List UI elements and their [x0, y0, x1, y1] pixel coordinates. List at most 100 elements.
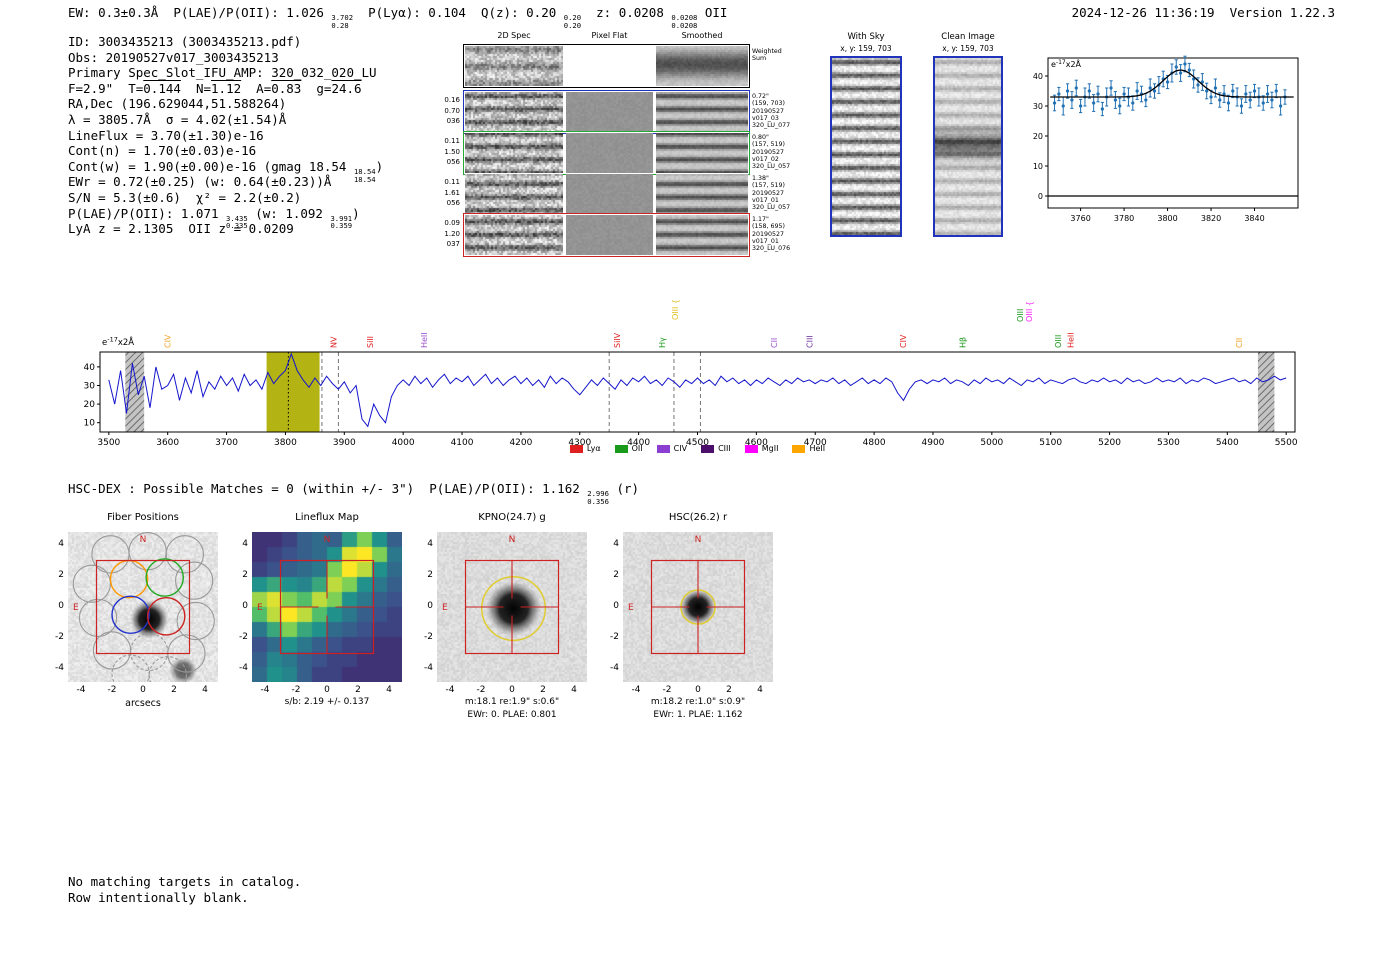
legend-item: Lyα: [569, 444, 601, 453]
panel-caption: m:18.1 re:1.9" s:0.6": [464, 697, 560, 707]
panel-y-tick-label: -2: [239, 632, 248, 642]
x-tick-label: 4500: [686, 438, 709, 448]
data-point: [1244, 92, 1248, 96]
sky-panel-border: [830, 56, 902, 237]
y-tick-label: 30: [84, 381, 96, 391]
panel-x-tick-label: -4: [260, 685, 270, 695]
emission-line-marker: NV: [330, 336, 339, 348]
2dspec-row-strip: [465, 215, 563, 255]
row-right-labels: 1.17" (158, 695) 20190527 v017_01 320_LU_076: [752, 216, 791, 253]
heatmap-panel-image: [252, 532, 402, 682]
sky-panel-coords: x, y: 159, 703: [840, 44, 892, 53]
panel-x-tick-label: 4: [571, 685, 577, 695]
row-left-labels: 0.16 0.70 036: [444, 96, 460, 125]
y-tick-label: 30: [1033, 102, 1043, 111]
x-tick-label: 4100: [451, 438, 474, 448]
full-spectrum-chart: 3500 3600 3700 3800 3900 4000 4100 4200 4300 4400…: [84, 299, 1298, 448]
data-point: [1239, 104, 1244, 108]
spectrum-line: [108, 352, 1287, 428]
text-segment: Cont(n) = 1.70(±0.03)e-16: [68, 143, 257, 159]
panel-x-tick-label: -4: [76, 685, 86, 695]
data-point: [1196, 83, 1200, 87]
north-label: N: [140, 535, 147, 545]
y-tick-label: 20: [1033, 132, 1043, 141]
text-segment: 1.12: [211, 80, 242, 96]
data-point: [1052, 101, 1057, 105]
panel-y-tick-label: 2: [242, 570, 248, 580]
data-point: [1118, 104, 1122, 108]
detection-info-block: ID: 3003435213 (3003435213.pdf) Obs: 2019…: [68, 34, 383, 237]
data-point: [1057, 92, 1061, 96]
data-point: [1231, 89, 1235, 93]
emission-line-marker: HeII: [420, 332, 429, 348]
column-header: Smoothed: [681, 31, 723, 40]
inset-y-label: e-17x2Å: [1051, 58, 1082, 69]
data-point: [1270, 98, 1274, 102]
panel-y-tick-label: 0: [427, 601, 433, 611]
sup-sub-stack: 18.54 18.54: [353, 166, 376, 184]
smoothed-row-strip: [656, 133, 748, 173]
weighted-pixelflat-blank: [563, 46, 656, 86]
x-tick-label: 3780: [1114, 214, 1134, 223]
cutout-row-border: [463, 213, 750, 257]
data-point: [1226, 101, 1231, 105]
cutout-panel-image: [437, 532, 587, 682]
legend-label: CIV: [673, 444, 688, 453]
x-tick-label: 3800: [1157, 214, 1177, 223]
panel-x-tick-label: 0: [324, 685, 330, 695]
fiber-circle: [130, 632, 169, 672]
emission-line-marker: OIII {: [1025, 301, 1034, 322]
text-segment: LineFlux = 3.70(±1.30)e-16: [68, 127, 264, 143]
info-line: Cont(n) = 1.70(±0.03)e-16: [68, 143, 383, 159]
line-fit-inset-chart: 3760 3780 3800 3820 3840 0 10 20 30 40 e-17x2Å: [1033, 55, 1299, 223]
target-line-highlight-band: [266, 352, 320, 432]
panel-y-tick-label: 2: [58, 570, 64, 580]
header-stats-line: EW: 0.3±0.3Å P(LAE)/P(OII): 1.026 3.702 0…: [68, 5, 727, 30]
info-line: EWr = 0.72(±0.25) (w: 0.64(±0.23))Å: [68, 174, 383, 190]
legend-swatch: [614, 444, 628, 453]
legend-label: HeII: [809, 444, 826, 453]
legend-label: OII: [631, 444, 643, 453]
y-tick-label: 40: [1033, 72, 1043, 81]
row-left-labels: 0.11 1.61 056: [444, 178, 460, 207]
text-segment: OII: [697, 5, 728, 20]
data-point: [1061, 104, 1065, 108]
emission-line-marker: SiIV: [613, 332, 622, 348]
x-tick-label: 3760: [1070, 214, 1090, 223]
fiber-circle: [72, 564, 112, 603]
data-point: [1174, 65, 1178, 69]
x-tick-label: 4300: [568, 438, 591, 448]
legend-swatch: [792, 444, 806, 453]
text-segment: RA,Dec (196.629044,51.588264): [68, 96, 287, 112]
data-point: [1109, 86, 1113, 90]
weighted-row-border: [463, 44, 750, 88]
extraction-box: [95, 559, 191, 655]
text-segment: 24.6: [331, 80, 362, 96]
text-segment: Obs: 20190527v017_3003435213: [68, 49, 279, 65]
panel-y-tick-label: 4: [427, 539, 433, 549]
y-tick-label: 0: [1038, 192, 1043, 201]
x-tick-label: 5300: [1157, 438, 1180, 448]
data-point: [1213, 86, 1217, 90]
emission-line-marker: Hγ: [658, 337, 667, 348]
panel-x-tick-label: 0: [140, 685, 146, 695]
x-tick-label: 4000: [392, 438, 415, 448]
footer-line: Row intentionally blank.: [68, 889, 249, 905]
text-segment: S/N = 5.3(±0.6) χ² = 2.2(±0.2): [68, 189, 302, 205]
emission-line-marker: CIV: [164, 334, 173, 348]
panel-y-tick-label: -2: [610, 632, 619, 642]
text-segment: 0.144: [143, 80, 181, 96]
data-point: [1165, 80, 1170, 84]
panel-x-tick-label: -4: [445, 685, 455, 695]
panel-caption: m:18.2 re:1.0" s:0.9": [650, 697, 746, 707]
y-tick-label: 10: [84, 419, 96, 429]
panel-y-tick-label: 4: [58, 539, 64, 549]
data-point: [1274, 89, 1278, 93]
text-segment: LyA z = 2.1305 OII z = 0.0209: [68, 221, 294, 237]
selected-fiber-circle: [109, 559, 149, 599]
x-tick-label: 5100: [1039, 438, 1062, 448]
y-tick-label: 40: [84, 363, 96, 373]
x-tick-label: 5200: [1098, 438, 1121, 448]
emission-line-marker: OIII: [1016, 309, 1025, 322]
